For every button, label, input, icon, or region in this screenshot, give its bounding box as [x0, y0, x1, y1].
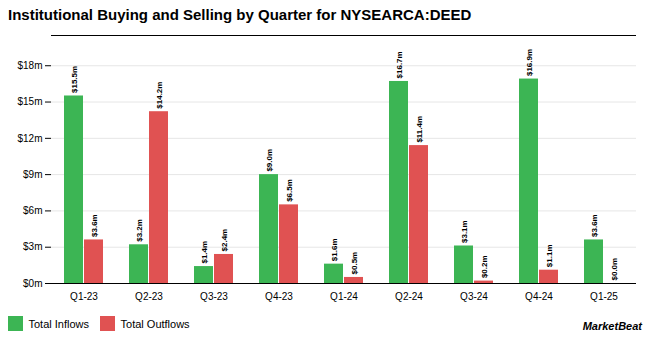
svg-text:Q2-23: Q2-23 — [135, 291, 163, 302]
svg-text:$9.0m: $9.0m — [265, 149, 274, 172]
html-text:Institutional Buying and Selli: Institutional Buying and Selling by Quar… — [8, 6, 472, 23]
svg-text:$15m: $15m — [17, 96, 42, 107]
svg-text:Q4-24: Q4-24 — [525, 291, 553, 302]
svg-text:Q1-23: Q1-23 — [70, 291, 98, 302]
svg-text:$1.6m: $1.6m — [330, 238, 339, 261]
svg-text:Q4-23: Q4-23 — [265, 291, 293, 302]
svg-text:$0m: $0m — [23, 278, 42, 289]
svg-text:$3.6m: $3.6m — [90, 214, 99, 237]
html-text:Total Inflows: Total Inflows — [28, 317, 89, 330]
svg-text:Q1-24: Q1-24 — [330, 291, 358, 302]
svg-text:$2.4m: $2.4m — [220, 229, 229, 252]
svg-text:$6m: $6m — [23, 205, 42, 216]
svg-text:$11.4m: $11.4m — [415, 116, 424, 143]
svg-text:$14.2m: $14.2m — [155, 82, 164, 109]
svg-text:$0.0m: $0.0m — [610, 258, 619, 281]
svg-text:$16.9m: $16.9m — [525, 49, 534, 76]
svg-text:$0.5m: $0.5m — [350, 252, 359, 275]
svg-text:$18m: $18m — [17, 60, 42, 71]
svg-text:$9m: $9m — [23, 169, 42, 180]
svg-text:$1.1m: $1.1m — [545, 245, 554, 268]
svg-text:$15.5m: $15.5m — [70, 66, 79, 93]
svg-text:Q1-25: Q1-25 — [590, 291, 618, 302]
svg-text:$0.2m: $0.2m — [480, 255, 489, 278]
svg-text:$12m: $12m — [17, 133, 42, 144]
svg-text:Q3-23: Q3-23 — [200, 291, 228, 302]
svg-text:$16.7m: $16.7m — [395, 51, 404, 78]
svg-text:$3.2m: $3.2m — [135, 219, 144, 242]
html-text:MarketBeat: MarketBeat — [582, 320, 642, 333]
html-text:Total Outflows: Total Outflows — [120, 317, 190, 330]
svg-text:$3m: $3m — [23, 241, 42, 252]
svg-text:$6.5m: $6.5m — [285, 179, 294, 202]
svg-text:$3.6m: $3.6m — [590, 214, 599, 237]
svg-text:$3.1m: $3.1m — [460, 220, 469, 243]
svg-text:Q3-24: Q3-24 — [460, 291, 488, 302]
svg-text:Q2-24: Q2-24 — [395, 291, 423, 302]
svg-text:$1.4m: $1.4m — [200, 241, 209, 264]
